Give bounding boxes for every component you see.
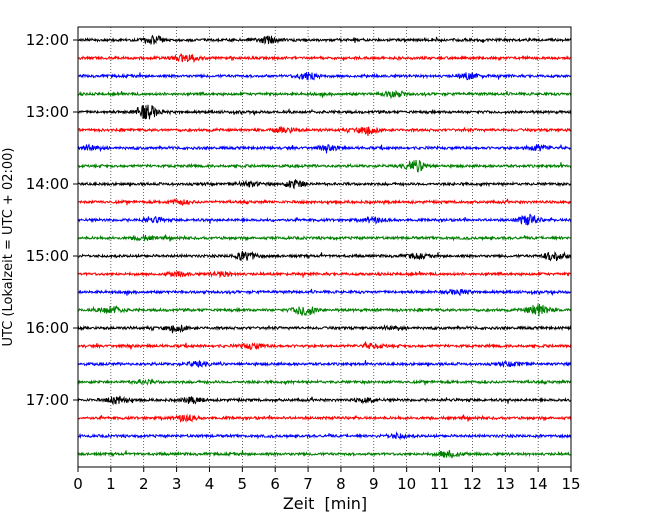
- x-tick-label: 8: [336, 475, 346, 493]
- seismic-trace: [77, 431, 572, 441]
- x-tick-label: 11: [430, 475, 449, 493]
- seismic-trace: [77, 179, 572, 190]
- x-tick-label: 1: [106, 475, 116, 493]
- seismic-trace: [77, 324, 572, 334]
- seismic-traces: [77, 34, 572, 459]
- seismic-trace: [77, 378, 572, 386]
- x-tick-label: 0: [73, 475, 83, 493]
- y-tick-label: 16:00: [26, 319, 69, 337]
- y-tick-label: 17:00: [26, 391, 69, 409]
- x-tick-label: 7: [303, 475, 313, 493]
- y-tick-label: 12:00: [26, 31, 69, 49]
- seismic-trace: [77, 89, 572, 100]
- y-axis: 12:00 13:00 14:00 15:00 16:00 17:00: [26, 31, 78, 409]
- seismic-trace: [77, 71, 572, 81]
- seismic-trace: [77, 303, 572, 317]
- plot-frame: [77, 26, 572, 468]
- seismic-trace: [77, 125, 572, 137]
- seismic-trace: [77, 213, 572, 226]
- seismic-trace: [77, 250, 572, 262]
- x-axis-label: Zeit [min]: [283, 494, 367, 513]
- seismic-trace: [77, 34, 572, 46]
- seismic-trace: [77, 233, 572, 242]
- y-tick-label: 15:00: [26, 247, 69, 265]
- seismic-trace: [77, 104, 572, 120]
- seismic-trace: [77, 159, 572, 173]
- x-tick-label: 2: [139, 475, 149, 493]
- x-tick-label: 12: [463, 475, 482, 493]
- x-tick-label: 6: [270, 475, 280, 493]
- seismic-trace: [77, 341, 572, 351]
- seismic-trace: [77, 270, 572, 279]
- seismic-trace: [77, 288, 572, 297]
- seismic-trace: [77, 449, 572, 459]
- grid-lines: [110, 27, 539, 467]
- y-tick-label: 14:00: [26, 175, 69, 193]
- seismic-trace: [77, 359, 572, 368]
- x-tick-label: 5: [238, 475, 248, 493]
- seismic-trace: [77, 198, 571, 207]
- x-axis: 0 1 2 3 4 5 6 7 8 9 10 11 12 13 14 15: [73, 467, 581, 493]
- x-tick-label: 4: [205, 475, 215, 493]
- x-tick-label: 13: [496, 475, 515, 493]
- x-tick-label: 10: [397, 475, 416, 493]
- seismic-trace: [77, 395, 572, 406]
- seismic-trace: [77, 53, 572, 64]
- x-tick-label: 14: [529, 475, 548, 493]
- x-tick-label: 15: [561, 475, 580, 493]
- seismic-trace: [77, 413, 572, 423]
- y-tick-label: 13:00: [26, 103, 69, 121]
- x-tick-label: 9: [369, 475, 379, 493]
- x-tick-label: 3: [172, 475, 182, 493]
- seismic-trace: [77, 143, 572, 154]
- y-axis-label: UTC (Lokalzeit = UTC + 02:00): [1, 148, 16, 347]
